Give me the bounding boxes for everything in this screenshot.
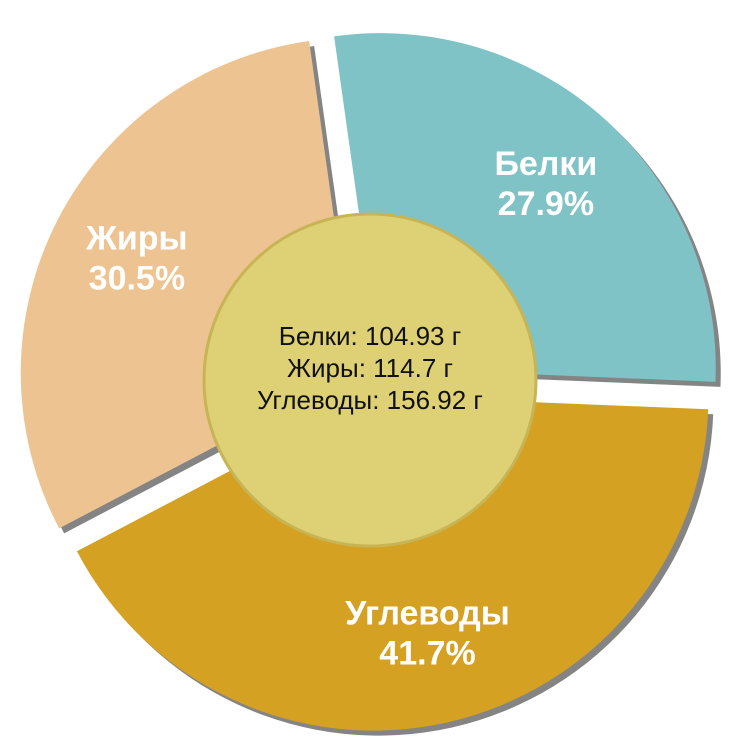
center-line: Углеводы: 156.92 г — [257, 385, 483, 415]
slice-name: Белки — [494, 145, 597, 183]
slice-name: Жиры — [85, 219, 187, 257]
slice-value: 27.9% — [498, 185, 594, 223]
center-circle — [202, 212, 538, 548]
slice-name: Углеводы — [345, 595, 510, 633]
center-line: Жиры: 114.7 г — [287, 353, 453, 383]
slice — [76, 395, 709, 731]
center-line: Белки: 104.93 г — [279, 321, 461, 351]
slice-value: 30.5% — [89, 259, 185, 297]
slice-value: 41.7% — [379, 635, 475, 673]
